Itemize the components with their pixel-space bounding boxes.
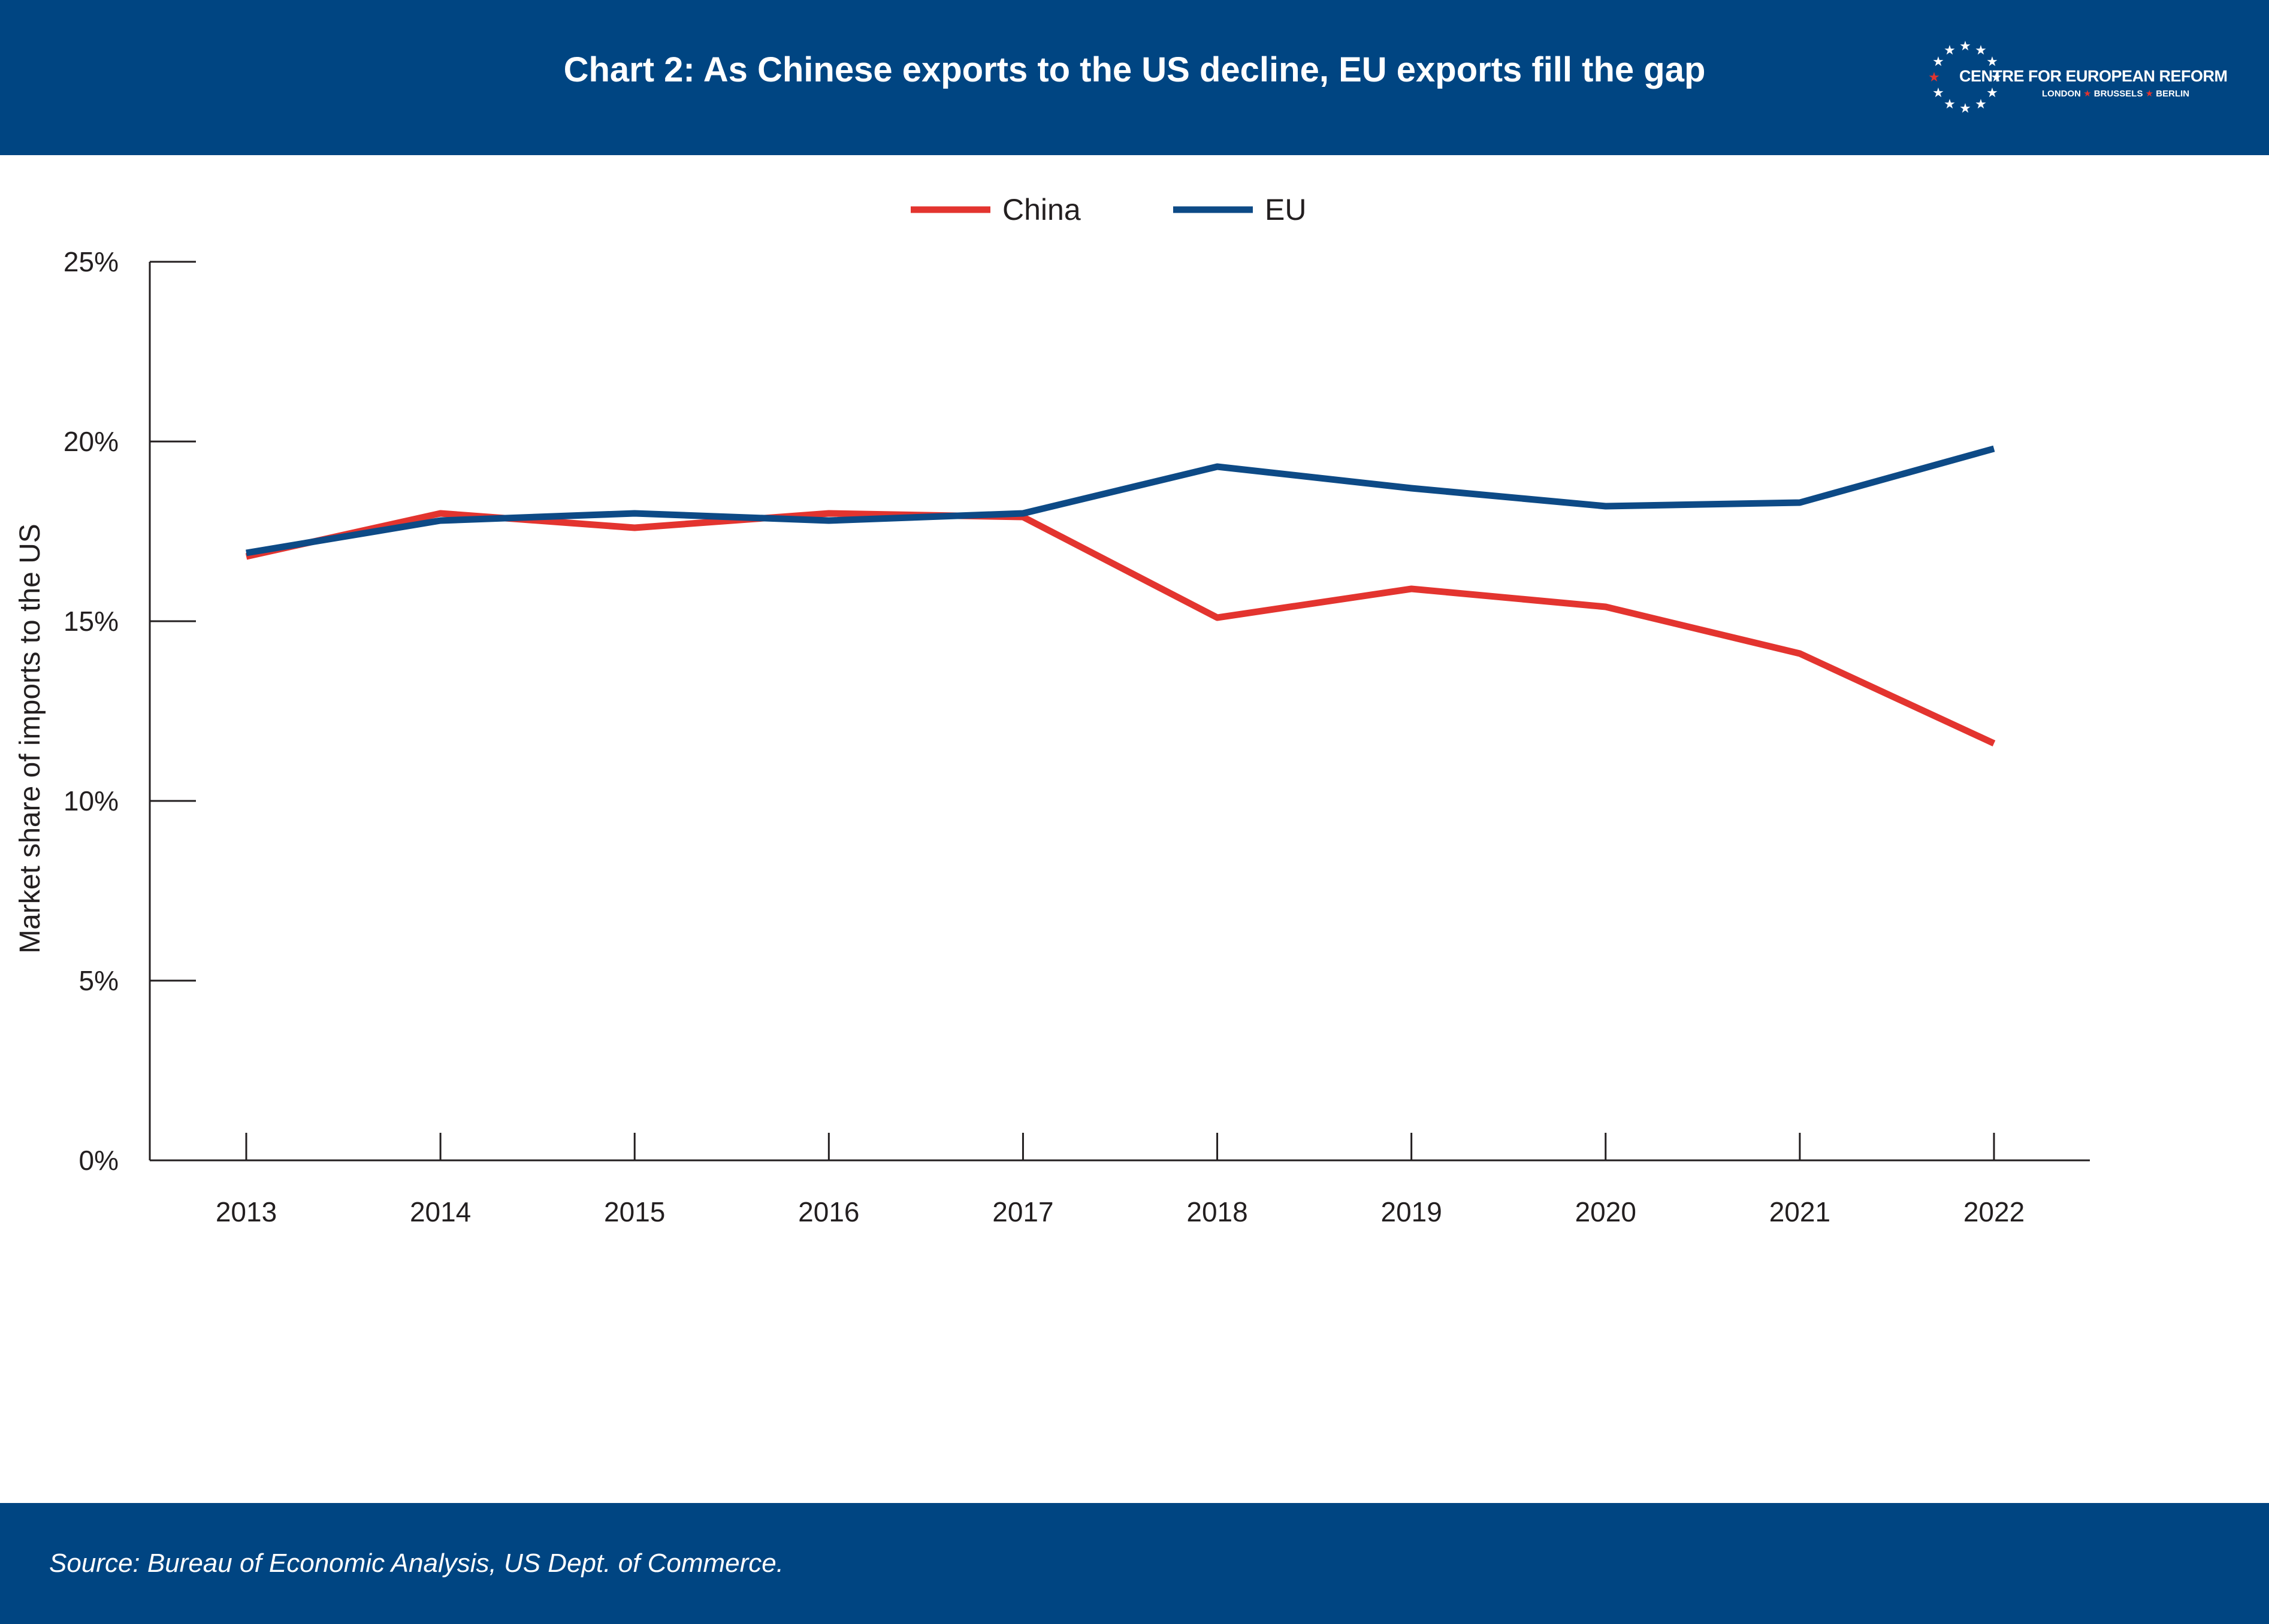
logo-star-icon: ★ bbox=[1928, 70, 1940, 85]
x-tick-label: 2016 bbox=[798, 1196, 859, 1227]
y-axis-title: Market share of imports to the US bbox=[14, 524, 46, 954]
logo-city-brussels: BRUSSELS bbox=[2093, 89, 2143, 99]
x-tick-label: 2018 bbox=[1186, 1196, 1247, 1227]
series-line-china bbox=[245, 510, 1996, 746]
x-tick-label: 2015 bbox=[604, 1196, 665, 1227]
logo-star-icon: ★ bbox=[1986, 86, 1998, 101]
x-tick-label: 2020 bbox=[1575, 1196, 1636, 1227]
series-line-eu bbox=[246, 445, 1995, 557]
x-tick-label: 2017 bbox=[992, 1196, 1053, 1227]
y-tick-label: 25% bbox=[64, 246, 119, 277]
logo-star-icon: ★ bbox=[1959, 39, 1971, 54]
logo-cities: LONDON ★ BRUSSELS ★ BERLIN bbox=[2042, 88, 2189, 99]
logo-star-icon: ★ bbox=[1944, 97, 1956, 112]
logo-star-icon: ★ bbox=[1975, 97, 1987, 112]
logo-star-icon: ★ bbox=[1986, 55, 1998, 69]
logo-city-london: LONDON bbox=[2042, 89, 2081, 99]
logo-star-icon: ★ bbox=[1932, 55, 1944, 69]
legend-label-eu: EU bbox=[1265, 193, 1306, 226]
line-chart: 0% 5% 10% 15% 20% 25% 2013 2014 2015 2016 2017 2018… bbox=[14, 193, 2090, 1227]
x-tick-label: 2021 bbox=[1769, 1196, 1830, 1227]
logo-star-icon: ★ bbox=[1990, 70, 2002, 85]
logo-city-berlin: BERLIN bbox=[2156, 89, 2190, 99]
logo-star-separator: ★ bbox=[2083, 89, 2092, 99]
x-tick-label: 2014 bbox=[410, 1196, 471, 1227]
chart-area: 0% 5% 10% 15% 20% 25% 2013 2014 2015 2016 2017 2018… bbox=[0, 155, 2269, 1503]
logo-star-icon: ★ bbox=[1959, 101, 1971, 116]
y-tick-label: 5% bbox=[79, 965, 119, 996]
y-tick-label: 10% bbox=[64, 785, 119, 816]
x-tick-label: 2022 bbox=[1963, 1196, 2025, 1227]
logo-star-icon: ★ bbox=[1944, 43, 1956, 58]
y-tick-label: 15% bbox=[64, 606, 119, 637]
logo-name: CENTRE FOR EUROPEAN REFORM bbox=[1959, 67, 2228, 85]
logo-star-icon: ★ bbox=[1932, 86, 1944, 101]
eu-stars-icon: ★ ★★★★★★★★★★★ bbox=[1928, 39, 2002, 116]
source-note: Source: Bureau of Economic Analysis, US … bbox=[49, 1549, 784, 1578]
logo-star-icon: ★ bbox=[1975, 43, 1987, 58]
logo-star-separator: ★ bbox=[2145, 89, 2154, 99]
x-tick-label: 2013 bbox=[216, 1196, 277, 1227]
header-bar: Chart 2: As Chinese exports to the US de… bbox=[0, 0, 2269, 155]
chart-title: Chart 2: As Chinese exports to the US de… bbox=[563, 50, 1706, 89]
legend-label-china: China bbox=[1002, 193, 1081, 226]
x-tick-label: 2019 bbox=[1380, 1196, 1442, 1227]
y-tick-label: 20% bbox=[64, 426, 119, 457]
y-tick-label: 0% bbox=[79, 1145, 119, 1176]
footer-bar: Source: Bureau of Economic Analysis, US … bbox=[0, 1503, 2269, 1624]
cer-logo: ★ ★ ★ ★ ★ ★ ★ ★ ★ ★ ★ ★ CENTRE FOR EUROPEAN REFORM … bbox=[1917, 29, 2228, 125]
